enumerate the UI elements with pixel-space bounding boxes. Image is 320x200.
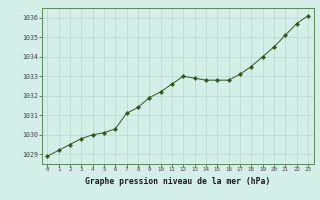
X-axis label: Graphe pression niveau de la mer (hPa): Graphe pression niveau de la mer (hPa) <box>85 177 270 186</box>
